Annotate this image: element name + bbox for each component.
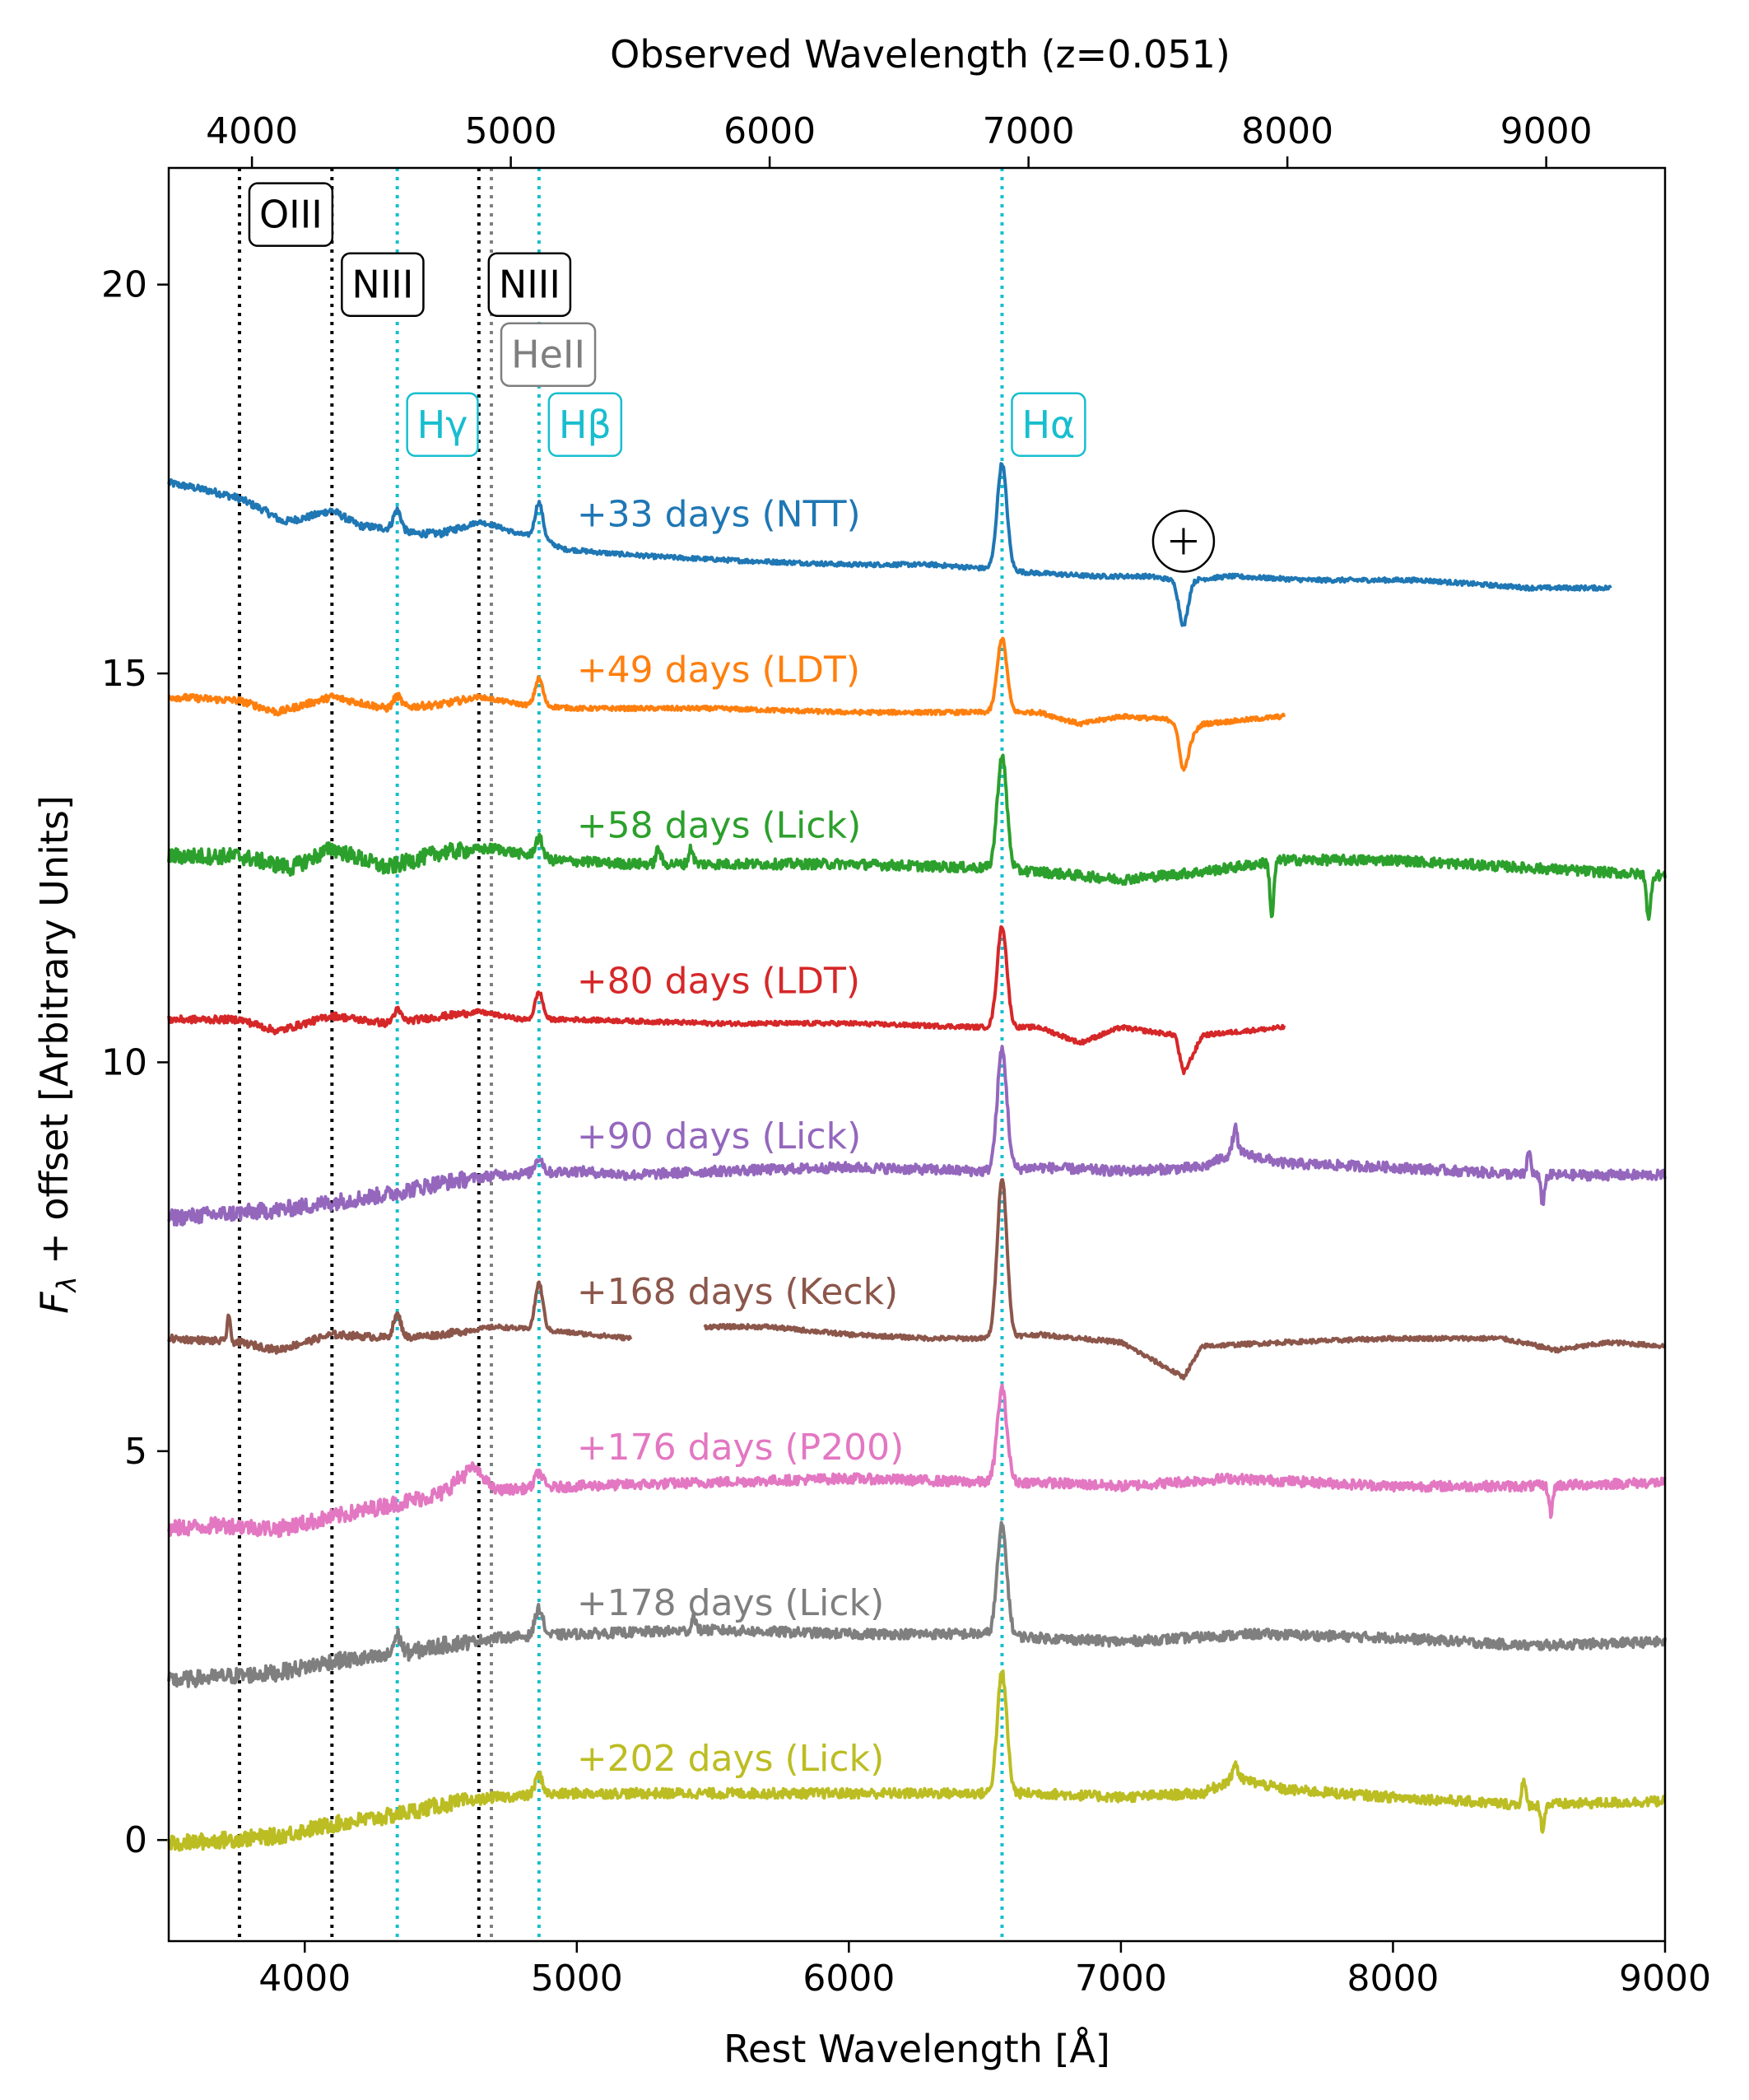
- spectrum-line: [167, 1045, 1667, 1227]
- x-tick-label: 5000: [531, 1958, 623, 2000]
- top-x-tick-label: 5000: [465, 110, 557, 152]
- y-axis-label-rest: + offset [Arbitrary Units]: [32, 795, 77, 1276]
- series-label: +33 days (NTT): [577, 493, 861, 535]
- spectral-line-label: Hα: [1011, 392, 1086, 458]
- spectral-line-label-box: [1011, 392, 1086, 458]
- series-label: +178 days (Lick): [577, 1582, 884, 1624]
- series-label: +90 days (Lick): [577, 1115, 861, 1157]
- spectrum-line: [167, 1669, 1666, 1852]
- series-label: +49 days (LDT): [577, 649, 860, 691]
- y-tick-label: 15: [101, 653, 147, 695]
- spectrum-line: [167, 1280, 633, 1355]
- spectral-line-label-text: Hγ: [417, 403, 468, 447]
- spectral-line-label-box: [341, 252, 425, 317]
- spectrum-line: [167, 1520, 1667, 1688]
- x-axis-label: Rest Wavelength [Å]: [723, 2027, 1110, 2071]
- series-label: +176 days (P200): [577, 1427, 905, 1469]
- top-x-axis-label: Observed Wavelength (z=0.051): [610, 32, 1230, 77]
- spectral-line-label: NIII: [341, 252, 425, 317]
- x-tick-label: 7000: [1075, 1958, 1167, 2000]
- top-x-tick-label: 9000: [1500, 110, 1593, 152]
- y-tick-label: 20: [101, 264, 147, 306]
- series-labels: +33 days (NTT) +49 days (LDT) +58 days (Li…: [577, 493, 905, 1780]
- spectral-line-label-text: NIII: [499, 263, 561, 307]
- top-x-tick-label: 7000: [983, 110, 1075, 152]
- x-tick-label: 8000: [1347, 1958, 1439, 2000]
- spectral-line-label-text: OIII: [259, 193, 323, 237]
- spectral-line-label-box: [500, 322, 597, 387]
- series-label: +58 days (Lick): [577, 804, 861, 846]
- bottom-x-axis-ticks: 4000 5000 6000 7000 8000 9000: [258, 1941, 1711, 2000]
- telluric-marker: [1151, 510, 1216, 573]
- spectral-line-label-box: [487, 252, 572, 317]
- y-axis-label-main: F: [32, 1292, 77, 1314]
- y-axis-label-sub: λ: [51, 1276, 82, 1293]
- spectral-line-label-text: HeII: [511, 333, 585, 377]
- spectral-line-label: Hγ: [406, 392, 479, 458]
- spectrum-line: [167, 1383, 1667, 1539]
- telluric-circle: [1151, 510, 1216, 573]
- spectral-line-label: NIII: [487, 252, 572, 317]
- x-tick-label: 4000: [258, 1958, 351, 2000]
- x-tick-label: 9000: [1619, 1958, 1711, 2000]
- top-axis-title: Observed Wavelength (z=0.051): [610, 32, 1230, 77]
- spectrum-line: [167, 462, 1612, 627]
- spectral-line-label: Hβ: [547, 392, 623, 458]
- spectral-line-label-box: [406, 392, 479, 458]
- spectral-line-labels: OIII NIII Hγ NIII HeII Hβ Hα: [248, 182, 1086, 458]
- top-x-tick-label: 4000: [206, 110, 298, 152]
- series-label: +168 days (Keck): [577, 1271, 898, 1313]
- spectral-line-markers: [237, 168, 1004, 1941]
- spectral-line-label-text: Hα: [1021, 403, 1075, 447]
- series-label: +202 days (Lick): [577, 1738, 884, 1780]
- spectral-line-label: HeII: [500, 322, 597, 387]
- y-axis-ticks: 0 5 10 15 20: [101, 264, 169, 1861]
- series-label: +80 days (LDT): [577, 960, 860, 1002]
- spectrum-line: [703, 1178, 1667, 1381]
- spectrum-line: [167, 753, 1667, 921]
- spectral-line-label-box: [248, 182, 334, 247]
- spectral-line-label: OIII: [248, 182, 334, 247]
- y-tick-label: 0: [124, 1819, 147, 1861]
- spectral-line-label-text: Hβ: [559, 403, 612, 447]
- plot-frame: [167, 166, 1667, 1943]
- spectral-line-label-text: NIII: [351, 263, 413, 307]
- top-x-axis-ticks: 4000 5000 6000 7000 8000 9000: [206, 110, 1593, 168]
- spectrum-line: [167, 925, 1286, 1075]
- y-tick-label: 5: [124, 1431, 147, 1473]
- spectral-line-label-box: [547, 392, 623, 458]
- top-x-tick-label: 8000: [1241, 110, 1333, 152]
- spectrum-line: [168, 636, 1286, 772]
- y-axis-label: Fλ + offset [Arbitrary Units]: [32, 795, 82, 1314]
- y-tick-label: 10: [101, 1041, 147, 1083]
- x-tick-label: 6000: [802, 1958, 895, 2000]
- top-x-tick-label: 6000: [723, 110, 816, 152]
- spectra-series: [167, 462, 1667, 1852]
